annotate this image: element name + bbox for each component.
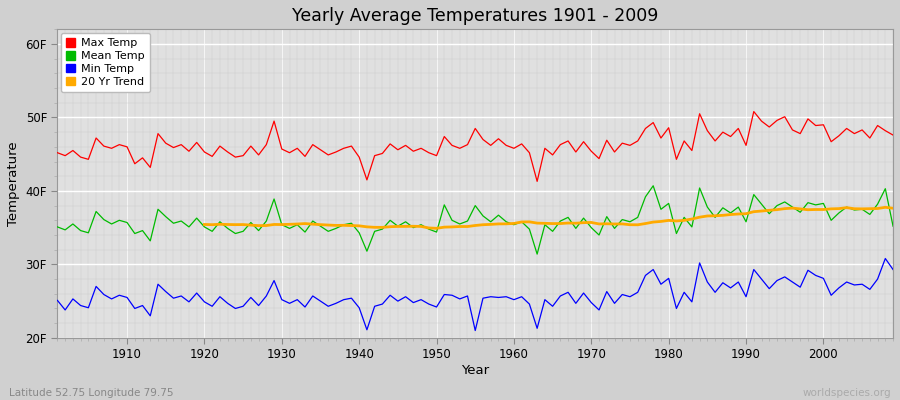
Text: Latitude 52.75 Longitude 79.75: Latitude 52.75 Longitude 79.75: [9, 388, 174, 398]
Y-axis label: Temperature: Temperature: [7, 141, 20, 226]
X-axis label: Year: Year: [461, 364, 490, 377]
Title: Yearly Average Temperatures 1901 - 2009: Yearly Average Temperatures 1901 - 2009: [292, 7, 659, 25]
Text: worldspecies.org: worldspecies.org: [803, 388, 891, 398]
Legend: Max Temp, Mean Temp, Min Temp, 20 Yr Trend: Max Temp, Mean Temp, Min Temp, 20 Yr Tre…: [61, 33, 150, 92]
